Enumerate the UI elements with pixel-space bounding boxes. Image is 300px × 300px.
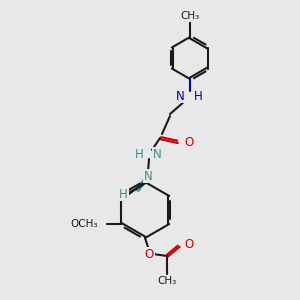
Text: O: O bbox=[184, 238, 193, 251]
Text: N: N bbox=[153, 148, 162, 160]
Text: CH₃: CH₃ bbox=[158, 276, 177, 286]
Text: CH₃: CH₃ bbox=[180, 11, 200, 21]
Text: H: H bbox=[194, 89, 203, 103]
Text: OCH₃: OCH₃ bbox=[70, 219, 98, 229]
Text: O: O bbox=[184, 136, 193, 148]
Text: H: H bbox=[135, 148, 144, 160]
Text: H: H bbox=[119, 188, 128, 200]
Text: N: N bbox=[144, 169, 152, 182]
Text: O: O bbox=[144, 248, 154, 260]
Text: N: N bbox=[176, 89, 185, 103]
